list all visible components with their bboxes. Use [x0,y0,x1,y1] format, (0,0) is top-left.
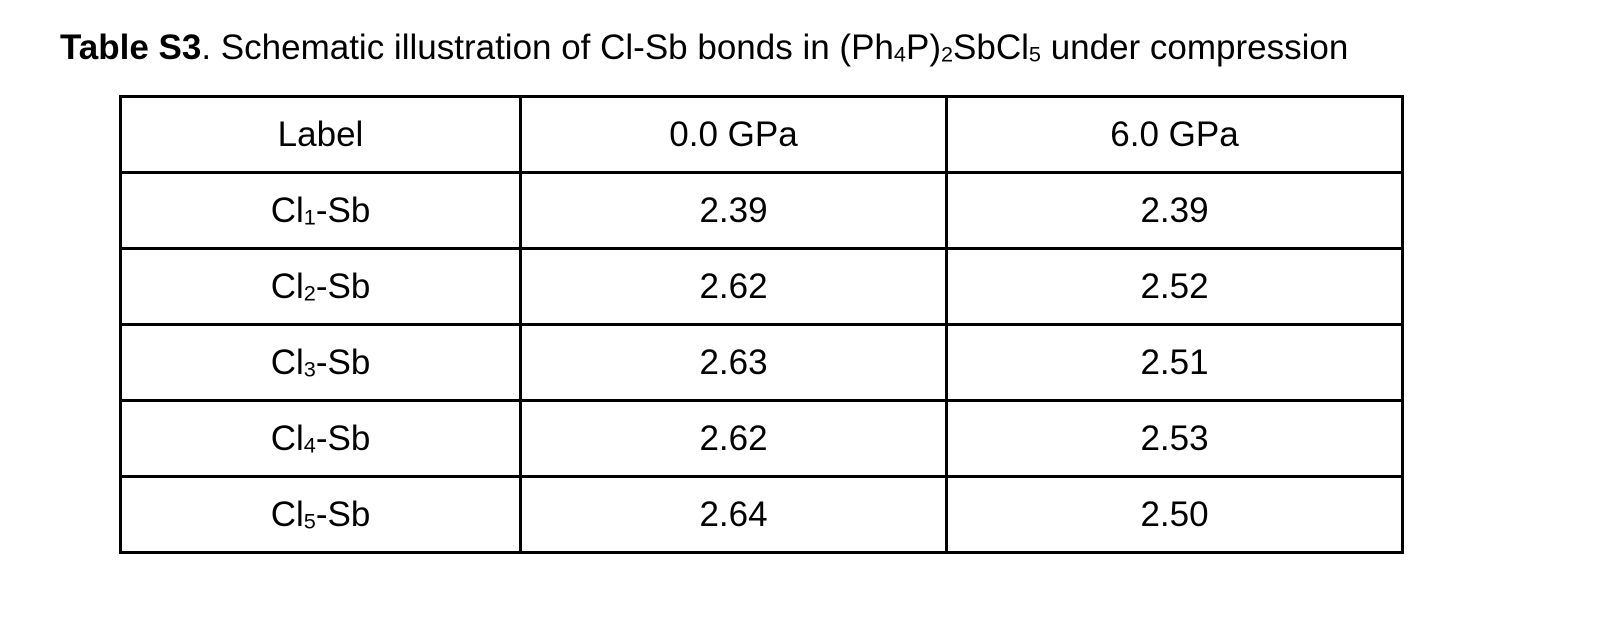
value-0gpa-cell: 2.62 [519,247,948,326]
bond-label-cell: Cl4-Sb [119,399,522,478]
table-row: Cl1-Sb 2.39 2.39 [119,171,1404,250]
caption-text: SbCl [953,28,1029,67]
bond-label-cell: Cl2-Sb [119,247,522,326]
value-6gpa-cell: 2.53 [945,399,1404,478]
table-row: Cl5-Sb 2.64 2.50 [119,475,1404,554]
caption-subscript: 2 [940,41,954,67]
value-0gpa-cell: 2.39 [519,171,948,250]
table-row: Cl3-Sb 2.63 2.51 [119,323,1404,402]
caption-text: . Schematic illustration of Cl-Sb bonds … [201,28,894,67]
value-6gpa-cell: 2.50 [945,475,1404,554]
value-0gpa-cell: 2.62 [519,399,948,478]
bond-label-cell: Cl5-Sb [119,475,522,554]
value-6gpa-cell: 2.52 [945,247,1404,326]
table-row: Cl2-Sb 2.62 2.52 [119,247,1404,326]
table-header-row: Label 0.0 GPa 6.0 GPa [119,95,1404,174]
caption-label: Table S3 [60,28,202,67]
value-0gpa-cell: 2.64 [519,475,948,554]
header-6gpa: 6.0 GPa [945,95,1404,174]
caption-text: P) [905,28,941,67]
table-caption: Table S3. Schematic illustration of Cl-S… [60,26,1348,70]
table-row: Cl4-Sb 2.62 2.53 [119,399,1404,478]
header-0gpa: 0.0 GPa [519,95,948,174]
value-6gpa-cell: 2.39 [945,171,1404,250]
bond-length-table: Label 0.0 GPa 6.0 GPa Cl1-Sb 2.39 2.39 C… [119,95,1404,554]
value-6gpa-cell: 2.51 [945,323,1404,402]
header-label: Label [119,95,522,174]
bond-label-cell: Cl3-Sb [119,323,522,402]
bond-label-cell: Cl1-Sb [119,171,522,250]
caption-text: under compression [1040,28,1349,67]
caption-subscript: 5 [1028,41,1041,67]
value-0gpa-cell: 2.63 [519,323,948,402]
caption-subscript: 4 [893,41,906,67]
